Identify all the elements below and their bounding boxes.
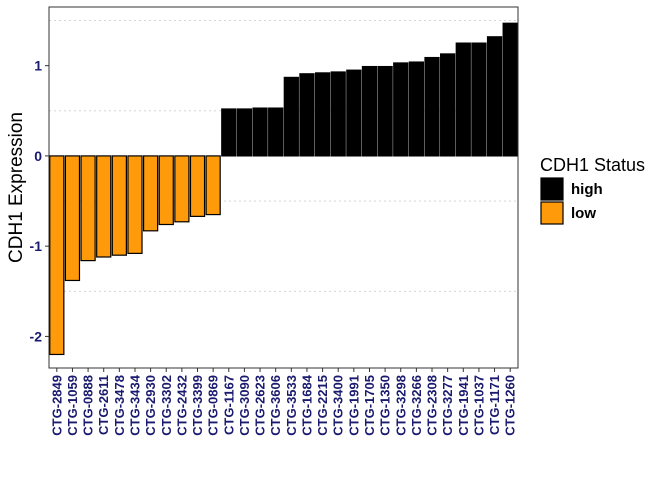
bar-ctg-3533 — [283, 76, 299, 157]
bar-ctg-3434 — [127, 155, 143, 254]
y-tick-label: 1 — [34, 58, 42, 74]
x-tick-label: CTG-3606 — [268, 375, 283, 436]
bar-ctg-0888 — [80, 155, 96, 262]
x-tick-label: CTG-2849 — [49, 375, 64, 436]
bar-ctg-3478 — [111, 155, 127, 256]
x-tick-label: CTG-1260 — [503, 375, 518, 436]
x-tick-label: CTG-1991 — [346, 375, 361, 436]
x-tick-label: CTG-0888 — [81, 375, 96, 436]
bar-ctg-3606 — [268, 107, 284, 157]
x-tick-label: CTG-3266 — [409, 375, 424, 436]
y-axis: -2 -1 0 1 — [30, 58, 49, 344]
bar-ctg-3266 — [408, 61, 425, 157]
x-tick-label: CTG-1684 — [299, 374, 314, 435]
bar-ctg-2215 — [314, 72, 331, 157]
x-tick-label: CTG-3399 — [190, 375, 205, 436]
x-tick-label: CTG-0869 — [206, 375, 221, 436]
bar-ctg-1705 — [361, 65, 378, 157]
x-tick-label: CTG-1167 — [221, 375, 236, 435]
x-tick-label: CTG-1171 — [487, 375, 502, 435]
bar-ctg-1171 — [486, 36, 503, 157]
x-tick-label: CTG-1705 — [362, 375, 377, 436]
x-tick-label: CTG-2215 — [315, 375, 330, 436]
bar-ctg-1059 — [64, 155, 81, 282]
y-tick-label: -1 — [30, 238, 43, 254]
bar-ctg-1167 — [221, 108, 237, 157]
bar-ctg-3400 — [330, 71, 346, 157]
legend-swatch-low — [540, 201, 564, 225]
bar-ctg-2849 — [49, 155, 65, 356]
x-tick-label: CTG-2308 — [425, 375, 440, 436]
bar-ctg-1260 — [502, 22, 518, 157]
bar-ctg-2432 — [174, 155, 190, 223]
bars-group — [49, 22, 518, 356]
x-tick-label: CTG-3090 — [237, 375, 252, 436]
bar-ctg-3298 — [393, 62, 409, 157]
bar-ctg-2611 — [96, 155, 112, 258]
x-tick-label: CTG-2611 — [96, 375, 111, 435]
legend: CDH1 Status high low — [540, 155, 645, 225]
bar-ctg-2930 — [142, 155, 159, 232]
y-tick-label: -2 — [30, 328, 43, 344]
x-tick-label: CTG-2930 — [143, 375, 158, 436]
bar-ctg-3302 — [158, 155, 174, 226]
bar-ctg-1684 — [299, 73, 315, 157]
bar-ctg-2308 — [424, 56, 440, 157]
bar-ctg-1941 — [455, 42, 471, 157]
x-tick-label: CTG-2623 — [253, 375, 268, 436]
x-tick-label: CTG-3478 — [112, 375, 127, 436]
legend-label-low: low — [571, 205, 596, 222]
x-tick-label: CTG-3298 — [393, 375, 408, 436]
bar-ctg-2623 — [252, 107, 268, 157]
bar-ctg-0869 — [205, 155, 221, 216]
x-tick-label: CTG-3400 — [331, 375, 346, 436]
legend-title: CDH1 Status — [540, 155, 645, 175]
bar-ctg-3090 — [236, 108, 253, 157]
x-tick-label: CTG-3302 — [159, 375, 174, 436]
x-tick-label: CTG-1350 — [378, 375, 393, 436]
x-tick-label: CTG-1941 — [456, 375, 471, 436]
bar-ctg-1037 — [471, 42, 487, 157]
x-tick-label: CTG-3434 — [127, 374, 142, 435]
grid-lines — [49, 20, 518, 292]
x-tick-label: CTG-3277 — [440, 375, 455, 436]
legend-swatch-high — [540, 177, 564, 201]
legend-label-high: high — [571, 181, 603, 198]
x-tick-label: CTG-1059 — [65, 375, 80, 436]
x-axis: CTG-2849 CTG-1059 CTG-0888 CTG-2611 CTG-3478… — [49, 368, 518, 436]
y-tick-label: 0 — [34, 148, 42, 164]
bar-ctg-3277 — [440, 53, 456, 157]
x-tick-label: CTG-3533 — [284, 375, 299, 436]
x-tick-label: CTG-2432 — [174, 375, 189, 436]
plot-panel-border — [48, 6, 519, 369]
bar-ctg-3399 — [189, 155, 206, 217]
bar-ctg-1350 — [377, 65, 393, 157]
x-tick-label: CTG-1037 — [471, 375, 486, 436]
bar-ctg-1991 — [346, 69, 362, 157]
y-axis-title: CDH1 Expression — [6, 112, 27, 263]
